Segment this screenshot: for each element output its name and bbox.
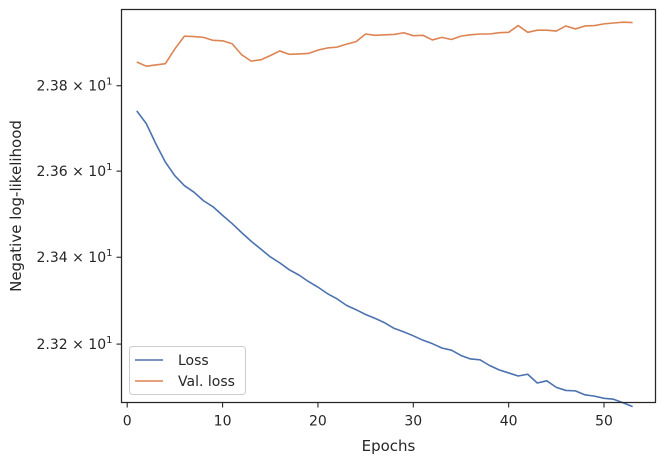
plot-frame xyxy=(120,8,657,404)
x-tick-label: 30 xyxy=(404,414,422,430)
ticks-layer: 0 10 20 30 40 50 2.32 × 101 2.34 × 101 2.36 × 10… xyxy=(37,77,613,430)
y-tick-label: 2.38 × 101 xyxy=(37,77,113,95)
y-tick-label: 2.36 × 101 xyxy=(37,162,113,180)
series-layer xyxy=(136,21,633,408)
x-tick-label: 20 xyxy=(309,414,327,430)
x-tick-label: 0 xyxy=(123,414,132,430)
series-line-val-loss xyxy=(136,21,633,67)
legend-label-val-loss: Val. loss xyxy=(178,374,235,390)
y-axis-label: Negative log-likelihood xyxy=(7,120,25,292)
x-tick-label: 10 xyxy=(214,414,232,430)
legend-label-loss: Loss xyxy=(178,353,209,369)
y-tick-label: 2.32 × 101 xyxy=(37,335,113,353)
x-tick-label: 50 xyxy=(595,414,613,430)
x-axis-label: Epochs xyxy=(362,437,416,455)
legend: Loss Val. loss xyxy=(129,346,246,395)
y-tick-label: 2.34 × 101 xyxy=(37,248,113,266)
series-line-loss xyxy=(136,110,633,408)
x-tick-label: 40 xyxy=(500,414,518,430)
legend-box xyxy=(129,346,246,395)
